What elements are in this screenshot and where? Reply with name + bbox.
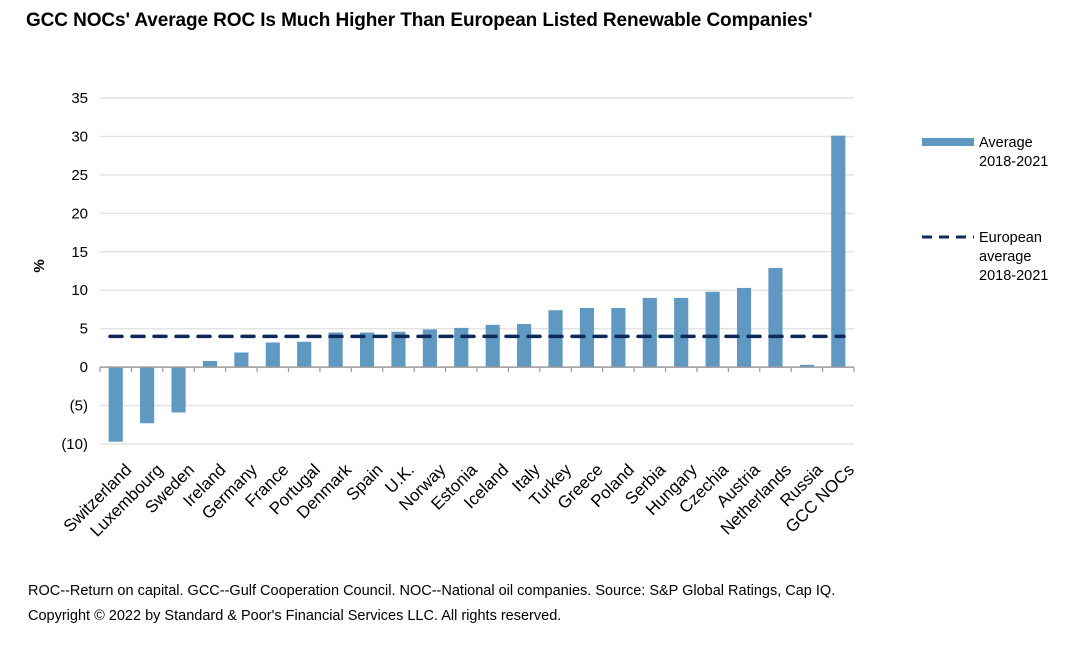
legend-label: average: [979, 249, 1031, 265]
bar-czechia: [705, 291, 720, 368]
gridlines: [100, 97, 854, 445]
bar-iceland: [485, 324, 500, 368]
legend-label: Average: [979, 135, 1033, 151]
legend: Average 2018-2021 European average 2018-2021: [922, 135, 1048, 284]
legend-label: 2018-2021: [979, 268, 1048, 284]
footnote-source: ROC--Return on capital. GCC--Gulf Cooper…: [28, 583, 836, 599]
x-axis: [99, 366, 855, 373]
x-tick-label: Spain: [343, 460, 387, 504]
y-tick-label: 20: [71, 205, 88, 222]
x-axis-labels: SwitzerlandLuxembourgSwedenIrelandGerman…: [60, 460, 858, 541]
bar-hungary: [674, 297, 689, 368]
bar-austria: [736, 287, 752, 368]
bar-spain: [359, 332, 375, 368]
bar-denmark: [328, 332, 343, 368]
bar-portugal: [297, 341, 312, 368]
bar-ireland: [202, 360, 218, 368]
legend-label: 2018-2021: [979, 154, 1048, 170]
y-tick-label: 10: [71, 282, 88, 299]
legend-bar-swatch: [922, 138, 974, 146]
bar-turkey: [548, 310, 563, 368]
legend-item-european-average: European average 2018-2021: [922, 230, 1048, 284]
y-tick-label: 35: [71, 90, 88, 107]
bar-gcc-nocs: [831, 135, 846, 368]
y-tick-label: 30: [71, 128, 88, 145]
bars: [108, 135, 846, 442]
footnote-copyright: Copyright © 2022 by Standard & Poor's Fi…: [28, 608, 562, 624]
bar-luxembourg: [140, 367, 155, 424]
bar-greece: [579, 307, 595, 368]
chart-title: GCC NOCs' Average ROC Is Much Higher Tha…: [26, 10, 813, 31]
bar-france: [265, 342, 280, 368]
bar-netherlands: [768, 267, 783, 368]
y-tick-label: 15: [71, 244, 88, 261]
bar-sweden: [171, 367, 186, 413]
legend-label: European: [979, 230, 1042, 246]
bar-germany: [234, 352, 249, 368]
y-tick-label: 0: [80, 359, 88, 376]
bar-switzerland: [108, 367, 123, 442]
bar-norway: [422, 329, 437, 368]
bar-u-k: [391, 331, 406, 368]
y-tick-label: (5): [70, 398, 88, 415]
bar-italy: [517, 324, 532, 368]
y-tick-label: 25: [71, 167, 88, 184]
y-tick-label: (10): [61, 436, 88, 453]
legend-item-average: Average 2018-2021: [922, 135, 1048, 170]
y-tick-label: 5: [80, 321, 88, 338]
bar-serbia: [642, 297, 657, 368]
bar-russia: [799, 364, 814, 368]
y-axis-label: %: [31, 259, 48, 272]
y-axis-ticks: 35 30 25 20 15 10 5 0 (5) (10): [61, 90, 88, 453]
bar-estonia: [454, 327, 469, 368]
